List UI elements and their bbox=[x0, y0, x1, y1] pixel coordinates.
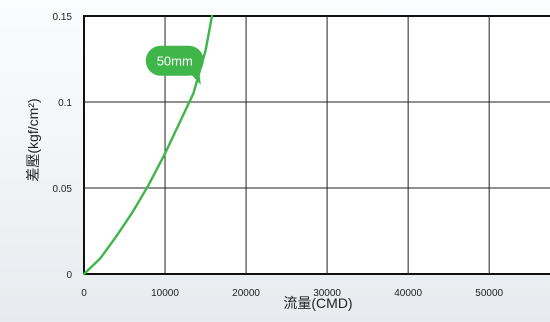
y-tick-label: 0.15 bbox=[53, 12, 73, 23]
annotation-bubble: 50mm bbox=[145, 45, 204, 85]
x-tick-label: 50000 bbox=[475, 288, 503, 299]
y-tick-label: 0.05 bbox=[53, 184, 73, 195]
x-axis-title: 流量(CMD) bbox=[283, 295, 352, 311]
annotation-layer: 50mm bbox=[145, 45, 204, 85]
y-axis-title: 差壓(kgf/cm²) bbox=[25, 98, 41, 181]
x-tick-label: 10000 bbox=[151, 288, 179, 299]
y-axis-ticks: 0 0.05 0.1 0.15 bbox=[53, 12, 73, 281]
series-layer bbox=[82, 14, 214, 276]
annotation-label: 50mm bbox=[157, 54, 193, 69]
x-tick-label: 40000 bbox=[394, 288, 422, 299]
x-tick-label: 20000 bbox=[232, 288, 260, 299]
y-tick-label: 0.1 bbox=[58, 98, 72, 109]
x-tick-label: 0 bbox=[81, 288, 87, 299]
annotation-bubble-tail bbox=[186, 66, 201, 85]
series-line-50mm bbox=[82, 14, 214, 276]
x-axis-ticks: 0 10000 20000 30000 40000 50000 bbox=[81, 288, 503, 299]
x-tick-label: 30000 bbox=[313, 288, 341, 299]
annotation-bubble-body bbox=[145, 45, 204, 76]
y-tick-label: 0 bbox=[66, 270, 72, 281]
